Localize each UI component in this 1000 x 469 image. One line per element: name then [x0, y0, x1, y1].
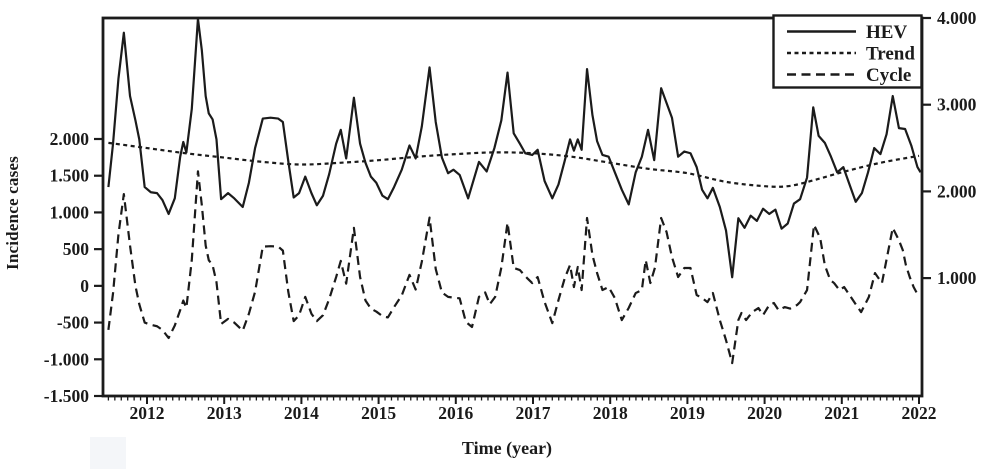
legend-item-trend: Trend	[787, 44, 915, 65]
corner-artifact	[90, 437, 126, 469]
x-year-tick-label: 2018	[593, 403, 628, 423]
right-axis-tick-label: 4.000	[937, 8, 977, 28]
series-cycle	[107, 170, 920, 365]
right-axis-tick-label: 2.000	[937, 181, 977, 201]
left-axis-tick-label: -1.500	[44, 386, 89, 406]
x-year-tick-label: 2019	[670, 403, 705, 423]
x-year-tick-label: 2014	[284, 403, 319, 423]
legend-item-cycle: Cycle	[787, 65, 911, 86]
right-axis: 4.000 3.000 2.000 1.000	[922, 8, 977, 288]
left-axis-tick-label: 2.000	[50, 129, 90, 149]
right-axis-tick-label: 3.000	[937, 95, 977, 115]
left-axis-tick-label: -500	[57, 313, 89, 333]
legend-label: Trend	[866, 44, 915, 65]
left-axis-tick-label: 1.000	[50, 202, 90, 222]
legend-item-hev: HEV	[787, 22, 907, 43]
left-axis: 2.000 1.500 1.000 500 0 -500 -1.000 -1.500	[44, 129, 103, 406]
legend-label: HEV	[866, 22, 907, 43]
x-year-tick-label: 2013	[207, 403, 242, 423]
x-year-tick-label: 2015	[361, 403, 396, 423]
right-axis-tick-label: 1.000	[937, 268, 977, 288]
x-axis-title: Time (year)	[461, 438, 553, 458]
x-year-tick-label: 2022	[902, 403, 937, 423]
plot-border	[101, 16, 924, 398]
legend-label: Cycle	[866, 65, 911, 86]
x-year-tick-label: 2012	[130, 403, 165, 423]
x-year-tick-label: 2021	[824, 403, 859, 423]
y-axis-title: Incidence cases	[3, 156, 22, 270]
x-axis: 2012 2013 2014 2015 2016 2017 2018 2019 2020 2021…	[107, 396, 937, 423]
x-year-tick-label: 2017	[516, 403, 551, 423]
left-axis-tick-label: 0	[80, 276, 89, 296]
left-axis-tick-label: 500	[63, 239, 90, 259]
left-axis-tick-label: 1.500	[50, 166, 90, 186]
left-axis-tick-label: -1.000	[44, 349, 89, 369]
x-year-tick-label: 2020	[747, 403, 782, 423]
series-hev	[107, 17, 922, 279]
x-year-tick-label: 2016	[438, 403, 473, 423]
series-trend	[108, 141, 920, 188]
